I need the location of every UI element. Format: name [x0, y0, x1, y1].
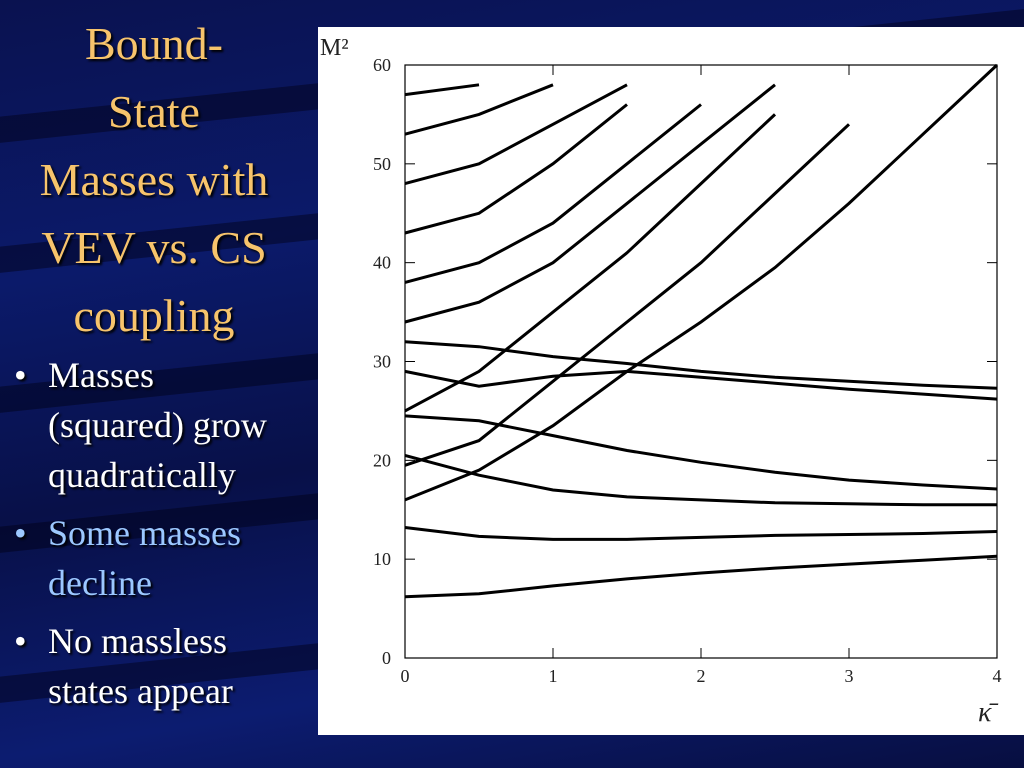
y-tick-label: 40 — [373, 253, 391, 273]
title-line: coupling — [73, 290, 235, 341]
curve — [404, 340, 998, 390]
curve — [404, 83, 776, 324]
title-line: State — [108, 86, 200, 137]
curve — [404, 83, 554, 136]
y-tick-label: 0 — [382, 648, 391, 668]
x-tick-label: 1 — [549, 666, 558, 686]
curve — [404, 369, 998, 401]
x-tick-label: 4 — [993, 666, 1002, 686]
title-line: Masses with — [39, 154, 269, 205]
bullet: No massless states appear — [8, 616, 298, 716]
bullet: Some masses decline — [8, 508, 298, 608]
x-axis-label: κ̄ — [978, 697, 998, 728]
y-tick-label: 30 — [373, 352, 391, 372]
curve — [404, 414, 998, 491]
curve — [404, 554, 998, 599]
title-line: VEV vs. CS — [41, 222, 267, 273]
curve — [404, 103, 702, 284]
curve — [404, 526, 998, 541]
curve — [404, 63, 999, 502]
curve — [404, 453, 997, 507]
chart: M² κ̄ 0 10 20 30 40 50 60 0 1 2 3 4 — [318, 27, 1024, 735]
y-tick-label: 50 — [373, 154, 391, 174]
y-axis-label: M² — [320, 35, 349, 61]
y-tick-label: 10 — [373, 549, 391, 569]
curve — [404, 83, 480, 97]
y-tick-label: 60 — [373, 55, 391, 75]
curve — [404, 103, 628, 235]
bullet: Masses (squared) grow quadratically — [8, 350, 298, 500]
slide-title: Bound- State Masses with VEV vs. CS coupling — [0, 10, 308, 350]
x-tick-label: 0 — [401, 666, 410, 686]
curve — [404, 123, 851, 467]
plot-frame — [404, 64, 998, 659]
x-tick-label: 2 — [697, 666, 706, 686]
bullet-list: Masses (squared) grow quadraticallySome … — [8, 350, 308, 724]
curve — [404, 113, 777, 413]
y-tick-label: 20 — [373, 450, 391, 470]
curve — [404, 83, 628, 186]
x-tick-label: 3 — [845, 666, 854, 686]
title-line: Bound- — [85, 18, 223, 69]
